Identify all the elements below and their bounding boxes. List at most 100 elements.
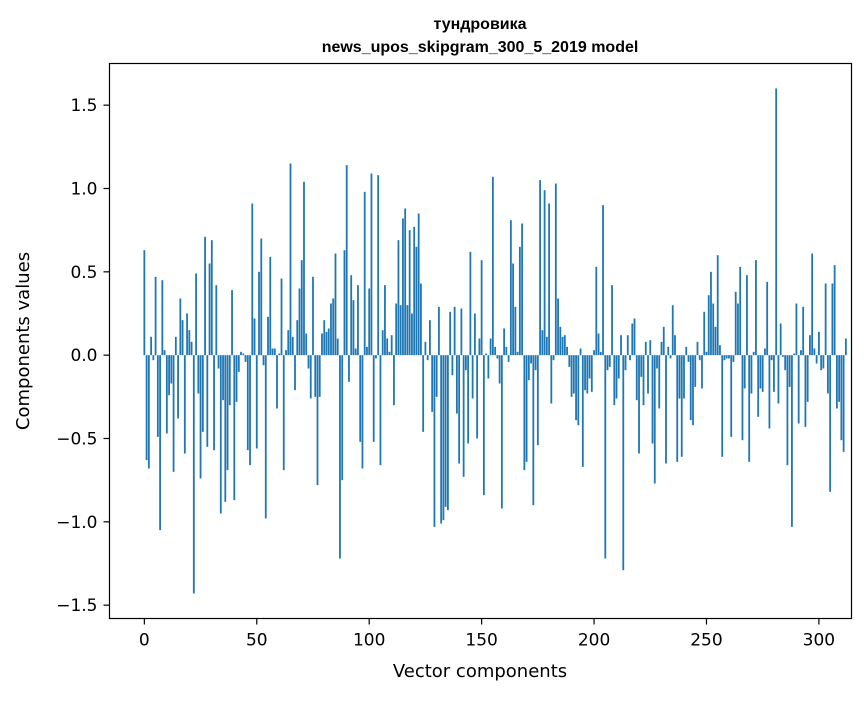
bar-component-274 <box>759 355 762 389</box>
bar-component-3 <box>150 336 152 356</box>
bar-component-63 <box>285 350 287 356</box>
bar-component-264 <box>737 303 739 356</box>
bar-component-125 <box>424 341 427 356</box>
bar-component-187 <box>563 335 566 356</box>
bar-component-180 <box>548 203 550 356</box>
bar-component-312 <box>844 338 847 356</box>
bar-component-301 <box>820 355 823 371</box>
bar-component-9 <box>163 350 166 356</box>
bar-component-84 <box>332 298 335 356</box>
bar-component-286 <box>786 355 789 466</box>
bar-component-308 <box>835 355 838 409</box>
bar-component-178 <box>543 190 546 356</box>
bar-component-25 <box>199 355 202 479</box>
bar-component-87 <box>339 355 341 559</box>
bar-component-138 <box>453 306 456 356</box>
bar-component-260 <box>728 355 730 359</box>
bar-component-81 <box>325 331 328 356</box>
bar-component-152 <box>485 353 488 356</box>
x-tick-label: 150 <box>465 631 497 651</box>
bar-component-52 <box>260 238 263 356</box>
bar-component-130 <box>435 355 438 397</box>
bar-component-103 <box>375 355 377 359</box>
bar-component-94 <box>354 348 357 356</box>
bar-component-22 <box>192 355 195 594</box>
bar-component-137 <box>451 355 454 376</box>
x-tick-label: 50 <box>246 631 268 651</box>
bar-component-288 <box>791 355 793 527</box>
bar-component-39 <box>231 290 233 356</box>
bar-component-217 <box>631 323 634 356</box>
bar-component-129 <box>433 355 436 527</box>
bar-component-277 <box>766 281 769 356</box>
bar-component-36 <box>224 355 227 502</box>
bar-component-73 <box>307 355 310 369</box>
bar-component-265 <box>739 266 742 356</box>
bar-component-220 <box>638 355 640 454</box>
bar-component-117 <box>406 305 409 356</box>
bar-component-214 <box>624 355 627 371</box>
bar-component-18 <box>183 355 186 454</box>
bar-component-14 <box>174 336 177 356</box>
x-tick-label: 200 <box>578 631 610 651</box>
bar-component-293 <box>802 306 805 356</box>
y-axis-ticks: −1.5 −1.0 −0.5 0.0 0.5 1.0 1.5 <box>56 96 110 616</box>
bar-component-224 <box>647 355 649 394</box>
bar-component-295 <box>806 355 809 402</box>
chart-title-line-2: news_upos_skipgram_300_5_2019 model <box>322 39 639 56</box>
bar-component-230 <box>660 341 663 356</box>
bar-component-17 <box>181 320 184 356</box>
bar-component-92 <box>350 275 353 356</box>
bar-component-140 <box>458 355 461 464</box>
bar-component-165 <box>514 306 517 356</box>
bar-component-95 <box>357 285 359 356</box>
bar-component-97 <box>361 355 364 469</box>
bar-component-75 <box>312 276 314 356</box>
bar-component-106 <box>381 330 384 356</box>
bar-component-245 <box>694 355 697 387</box>
bar-component-207 <box>608 355 611 367</box>
bar-component-57 <box>271 348 274 356</box>
bar-component-169 <box>523 355 526 471</box>
bar-component-76 <box>314 355 317 397</box>
bar-component-42 <box>237 355 240 372</box>
bar-component-66 <box>291 336 294 356</box>
bar-component-231 <box>662 326 665 356</box>
bar-component-170 <box>525 355 528 462</box>
bar-component-198 <box>588 355 591 379</box>
bar-component-154 <box>489 338 492 356</box>
bar-component-155 <box>491 176 494 356</box>
bar-component-122 <box>417 213 420 356</box>
bar-component-284 <box>782 355 784 357</box>
bar-component-34 <box>219 355 222 514</box>
bar-component-311 <box>842 355 845 452</box>
bar-component-89 <box>343 250 346 356</box>
bar-component-7 <box>159 355 161 531</box>
bar-component-111 <box>393 355 395 406</box>
bar-component-305 <box>829 355 832 492</box>
bar-component-186 <box>561 336 564 356</box>
bar-component-258 <box>723 355 726 361</box>
bar-component-246 <box>696 341 699 356</box>
bar-component-79 <box>321 333 323 356</box>
x-tick-label: 0 <box>139 631 150 651</box>
bar-component-50 <box>255 355 258 449</box>
bar-component-26 <box>201 355 204 432</box>
bar-component-272 <box>755 260 757 356</box>
bar-component-80 <box>323 320 326 356</box>
bar-component-83 <box>330 303 332 356</box>
bar-component-172 <box>530 355 532 364</box>
bar-component-244 <box>692 355 694 426</box>
bar-component-135 <box>447 355 449 511</box>
bar-component-190 <box>570 355 573 397</box>
bar-component-144 <box>467 355 470 444</box>
bar-component-53 <box>262 355 265 366</box>
bar-component-209 <box>613 355 616 406</box>
bar-component-27 <box>204 236 206 356</box>
bar-component-168 <box>521 223 523 356</box>
bars <box>143 88 847 594</box>
bar-component-40 <box>233 355 236 501</box>
bar-component-23 <box>195 273 197 356</box>
bar-component-300 <box>818 331 820 356</box>
